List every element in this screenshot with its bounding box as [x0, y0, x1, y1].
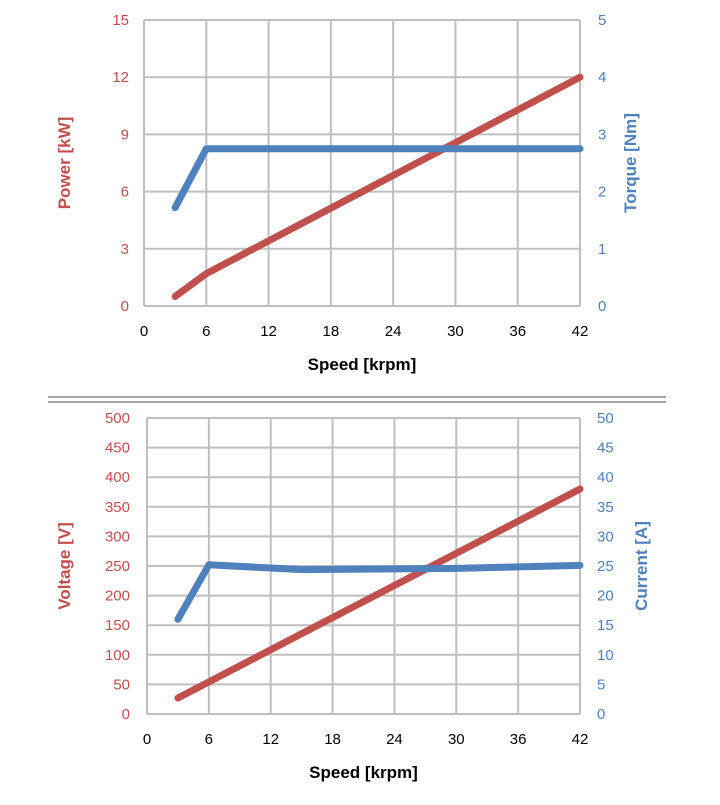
right-y-tick-label: 0 — [597, 706, 605, 723]
right-y-tick-label: 1 — [598, 241, 606, 258]
x-tick-label: 6 — [205, 731, 213, 748]
left-y-tick-label: 12 — [112, 69, 129, 86]
left-y-tick-label: 100 — [105, 647, 130, 664]
x-tick-label: 12 — [260, 323, 277, 340]
right-y-tick-label: 3 — [598, 126, 606, 143]
left-y-tick-label: 450 — [105, 440, 130, 457]
right-y-tick-label: 20 — [597, 588, 614, 605]
left-y-tick-label: 0 — [122, 706, 130, 723]
x-tick-label: 18 — [324, 731, 341, 748]
x-tick-label: 0 — [143, 731, 151, 748]
right-y-tick-label: 40 — [597, 469, 614, 486]
gridlines — [143, 19, 581, 307]
left-y-tick-label: 9 — [121, 126, 129, 143]
x-tick-label: 6 — [202, 323, 210, 340]
left-axis-series-line — [174, 485, 584, 702]
right-y-tick-label: 25 — [597, 558, 614, 575]
right-y-axis-title: Current [A] — [632, 521, 651, 611]
x-axis-title: Speed [krpm] — [309, 763, 418, 782]
left-axis-series-line — [171, 73, 584, 300]
left-y-tick-label: 15 — [112, 12, 129, 29]
x-tick-label: 12 — [262, 731, 279, 748]
x-tick-label: 42 — [572, 731, 589, 748]
right-y-tick-label: 5 — [598, 12, 606, 29]
right-y-axis-title: Torque [Nm] — [621, 113, 640, 213]
left-y-axis-title: Power [kW] — [55, 117, 74, 210]
left-y-tick-label: 400 — [105, 469, 130, 486]
left-y-tick-label: 6 — [121, 184, 129, 201]
x-tick-label: 24 — [386, 731, 403, 748]
x-tick-label: 30 — [447, 323, 464, 340]
left-y-axis-title: Voltage [V] — [55, 522, 74, 610]
right-y-tick-label: 50 — [597, 410, 614, 427]
x-tick-label: 18 — [323, 323, 340, 340]
right-y-tick-label: 5 — [597, 676, 605, 693]
right-y-tick-label: 45 — [597, 440, 614, 457]
left-y-tick-label: 0 — [121, 298, 129, 315]
left-y-tick-label: 250 — [105, 558, 130, 575]
right-axis-series-line — [171, 145, 584, 212]
left-y-tick-label: 200 — [105, 588, 130, 605]
right-y-tick-label: 15 — [597, 617, 614, 634]
x-axis-title: Speed [krpm] — [308, 355, 417, 374]
left-y-tick-label: 50 — [113, 676, 130, 693]
left-y-tick-label: 3 — [121, 241, 129, 258]
right-y-tick-label: 35 — [597, 499, 614, 516]
x-tick-label: 30 — [448, 731, 465, 748]
left-y-tick-label: 500 — [105, 410, 130, 427]
x-tick-label: 24 — [385, 323, 402, 340]
chart-2: 0 6 12 18 24 30 36 4205010015020025030035040045… — [55, 410, 651, 782]
left-y-tick-label: 300 — [105, 528, 130, 545]
right-y-tick-label: 0 — [598, 298, 606, 315]
x-tick-label: 36 — [509, 323, 526, 340]
x-tick-label: 36 — [510, 731, 527, 748]
chart-separator — [48, 396, 666, 403]
right-y-tick-label: 10 — [597, 647, 614, 664]
x-tick-label: 0 — [140, 323, 148, 340]
right-y-tick-label: 4 — [598, 69, 606, 86]
x-tick-label: 42 — [572, 323, 589, 340]
right-axis-series-line — [174, 561, 584, 623]
right-y-tick-label: 30 — [597, 528, 614, 545]
left-y-tick-label: 150 — [105, 617, 130, 634]
left-y-tick-label: 350 — [105, 499, 130, 516]
right-y-tick-label: 2 — [598, 184, 606, 201]
